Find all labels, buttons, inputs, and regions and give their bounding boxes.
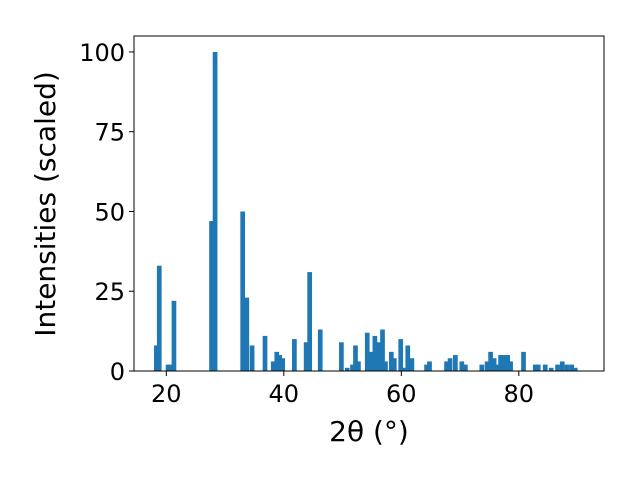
bar <box>244 297 250 371</box>
bar <box>391 358 397 371</box>
bar <box>270 361 276 371</box>
bar <box>277 355 283 371</box>
bar <box>424 364 429 371</box>
bar <box>153 345 159 371</box>
bar <box>303 342 309 371</box>
x-axis: 20 40 60 80 <box>151 371 534 408</box>
bar <box>498 355 503 371</box>
bar <box>405 345 411 371</box>
plot-frame <box>133 35 605 372</box>
bar <box>388 351 394 371</box>
bar <box>398 339 404 371</box>
y-axis: 0 25 50 75 100 <box>79 39 134 386</box>
bar <box>505 355 510 371</box>
bar <box>488 351 493 371</box>
x-tick-label: 80 <box>504 380 535 408</box>
bar <box>564 364 570 371</box>
bar <box>274 351 280 371</box>
bar <box>535 364 541 371</box>
bar <box>280 358 285 371</box>
bar <box>453 355 458 371</box>
bar <box>292 339 297 371</box>
bar <box>262 335 268 371</box>
bar <box>555 364 560 371</box>
bar <box>212 51 218 371</box>
bar <box>444 361 449 371</box>
bar <box>491 358 497 371</box>
bar <box>559 361 565 371</box>
bar <box>364 332 370 371</box>
x-tick-label: 20 <box>151 380 182 408</box>
bar <box>402 367 408 371</box>
bar <box>572 367 578 371</box>
bar <box>409 358 415 371</box>
y-tick-label: 25 <box>94 278 125 306</box>
y-tick-label: 100 <box>79 39 125 67</box>
bar <box>484 361 490 371</box>
bar <box>344 367 350 371</box>
bar <box>548 367 554 371</box>
bar <box>156 265 162 371</box>
bar <box>569 364 575 371</box>
bar <box>494 364 500 371</box>
bar <box>508 361 513 371</box>
bar <box>542 364 548 371</box>
bar <box>372 335 378 371</box>
bar <box>307 272 313 371</box>
y-tick-label: 50 <box>94 198 125 226</box>
x-tick-label: 40 <box>269 380 300 408</box>
bar <box>459 361 465 371</box>
bars-group <box>153 51 578 371</box>
x-axis-label: 2θ (°) <box>329 415 409 448</box>
bar <box>356 361 361 371</box>
bar <box>427 361 432 371</box>
bar <box>353 345 358 371</box>
bar <box>447 358 453 371</box>
bar <box>532 364 538 371</box>
bar <box>380 329 385 371</box>
y-tick-label: 75 <box>94 119 125 147</box>
bar <box>171 300 177 371</box>
bar <box>376 342 381 371</box>
bar <box>249 345 255 371</box>
bar <box>165 364 171 371</box>
bar <box>209 221 214 371</box>
bar <box>317 329 323 371</box>
bar <box>383 361 388 371</box>
y-axis-label: Intensities (scaled) <box>29 71 62 337</box>
bar <box>479 364 485 371</box>
x-tick-label: 60 <box>386 380 417 408</box>
bar <box>350 364 355 371</box>
bar <box>368 351 374 371</box>
bar <box>339 342 344 371</box>
y-tick-label: 0 <box>110 358 125 386</box>
bar <box>463 364 468 371</box>
bar <box>521 351 526 371</box>
bar <box>240 211 246 371</box>
bar <box>501 355 507 371</box>
